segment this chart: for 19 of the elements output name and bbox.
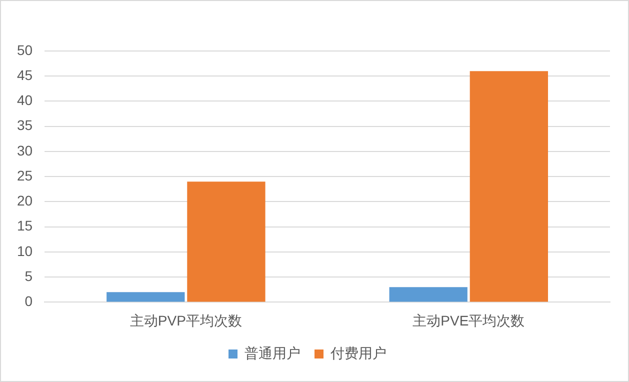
bar <box>106 292 185 302</box>
y-tick-label: 25 <box>16 167 33 184</box>
bar <box>389 287 468 302</box>
x-tick-label: 主动PVP平均次数 <box>130 312 242 328</box>
y-tick-label: 15 <box>16 218 33 234</box>
y-tick-label: 5 <box>24 268 33 284</box>
legend-label: 付费用户 <box>330 344 386 361</box>
y-tick-label: 50 <box>16 42 33 58</box>
legend-label: 普通用户 <box>244 344 300 361</box>
x-tick-label: 主动PVE平均次数 <box>412 312 525 328</box>
y-tick-label: 45 <box>16 66 33 83</box>
bar <box>470 71 548 302</box>
y-tick-label: 40 <box>16 92 33 108</box>
y-tick-label: 0 <box>24 293 33 310</box>
y-tick-label: 35 <box>16 117 33 134</box>
y-tick-label: 10 <box>16 242 33 259</box>
y-tick-label: 30 <box>16 142 33 158</box>
y-tick-label: 20 <box>16 192 33 209</box>
bar <box>187 182 266 302</box>
